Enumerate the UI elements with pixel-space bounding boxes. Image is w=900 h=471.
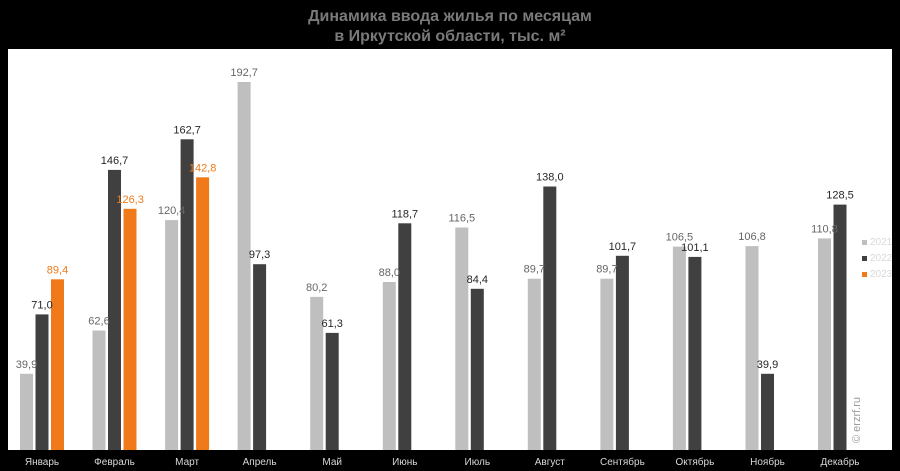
legend-swatch-2022 (862, 255, 867, 261)
x-tick-label-10: Октябрь (676, 456, 715, 468)
bar-2022-7 (470, 288, 484, 450)
x-tick-label-9: Сентябрь (600, 456, 645, 468)
data-label-2023-2: 126,3 (116, 194, 144, 206)
data-label-2023-1: 89,4 (47, 264, 68, 276)
bar-2021-9 (600, 278, 614, 450)
bar-2022-8 (543, 186, 557, 450)
x-tick-label-3: Март (175, 457, 199, 468)
x-tick-label-12: Декабрь (821, 456, 860, 468)
bar-2022-6 (398, 223, 412, 450)
x-axis-tick-labels: Январь Февраль Март Апрель Май Июнь Июль Август… (25, 456, 860, 468)
legend-item-2023: 2023 (862, 266, 892, 282)
bar-2023-1 (51, 279, 64, 450)
bar-2021-5 (310, 296, 324, 450)
legend-swatch-2023 (862, 271, 867, 277)
bar-2021-10 (672, 246, 686, 450)
data-label-2022-11: 39,9 (757, 359, 778, 371)
data-label-2022-4: 97,3 (249, 249, 270, 261)
data-label-2022-9: 101,7 (609, 241, 637, 253)
bar-2022-2 (108, 169, 121, 450)
data-label-2022-8: 138,0 (536, 172, 564, 184)
watermark-text: © erzrf.ru (851, 396, 863, 443)
legend-item-2021: 2021 (862, 234, 892, 250)
x-tick-label-7: Июль (465, 457, 491, 468)
x-tick-label-4: Апрель (243, 457, 277, 468)
data-label-2022-10: 101,1 (681, 242, 709, 254)
bar-2021-8 (527, 278, 541, 450)
data-label-2022-6: 118,7 (391, 208, 418, 220)
bar-2021-6 (382, 282, 396, 450)
data-label-2022-1: 71,0 (31, 299, 52, 311)
legend-label-2021: 2021 (870, 236, 893, 248)
x-tick-label-8: Август (535, 457, 566, 468)
data-label-2021-9: 89,7 (596, 264, 617, 276)
data-label-2021-7: 116,5 (448, 213, 475, 225)
data-label-2021-5: 80,2 (306, 282, 327, 294)
data-label-2021-4: 192,7 (230, 67, 258, 79)
bar-2022-4 (253, 264, 267, 450)
bar-2021-2 (92, 330, 106, 450)
legend-swatch-2021 (862, 239, 867, 245)
bar-2021-4 (237, 82, 251, 450)
plot-area (8, 49, 892, 450)
bar-2023-2 (123, 208, 137, 450)
x-tick-label-6: Июнь (392, 457, 417, 468)
data-label-2021-6: 88,0 (379, 267, 400, 279)
bar-2022-9 (615, 255, 629, 450)
data-labels-layer: 39,9 71,0 89,4 62,6 146,7 126,3 120,4 162,7 142,… (16, 67, 854, 371)
data-label-2021-8: 89,7 (524, 264, 545, 276)
legend-label-2022: 2022 (870, 252, 893, 264)
legend-item-2022: 2022 (862, 250, 892, 266)
data-label-2022-5: 61,3 (321, 318, 342, 330)
data-label-2022-7: 84,4 (467, 274, 488, 286)
bar-2022-11 (761, 373, 774, 450)
data-label-2021-11: 106,8 (738, 231, 766, 243)
data-label-2021-12: 110,8 (811, 223, 838, 235)
x-tick-label-5: Май (322, 457, 342, 468)
bar-2022-5 (325, 332, 339, 450)
x-tick-label-1: Январь (25, 457, 59, 468)
bar-2021-3 (165, 220, 179, 450)
data-label-2021-2: 62,6 (88, 316, 109, 328)
bar-2021-12 (818, 238, 831, 450)
chart-title: Динамика ввода жилья по месяцам в Иркутс… (0, 7, 900, 47)
data-label-2021-1: 39,9 (16, 359, 37, 371)
x-tick-label-11: Ноябрь (750, 456, 785, 468)
bars-layer (20, 82, 847, 451)
bar-2023-3 (196, 177, 210, 451)
bar-2022-1 (35, 314, 49, 450)
bar-2021-7 (455, 227, 469, 450)
legend-label-2023: 2023 (870, 268, 893, 280)
data-label-2021-3: 120,4 (158, 205, 186, 217)
x-tick-label-2: Февраль (94, 457, 135, 468)
watermark: © erzrf.ru (846, 392, 868, 447)
legend: 2021 2022 2023 (862, 234, 892, 282)
data-label-2022-2: 146,7 (101, 155, 129, 167)
data-label-2021-10: 106,5 (666, 232, 694, 244)
bar-2021-11 (745, 246, 759, 450)
chart-title-line-2: в Иркутской области, тыс. м² (334, 28, 566, 45)
bar-2022-10 (688, 256, 702, 450)
chart-title-line-1: Динамика ввода жилья по месяцам (308, 8, 592, 25)
data-label-2022-3: 162,7 (173, 124, 201, 136)
data-label-2022-12: 128,5 (826, 190, 854, 202)
bar-2022-3 (180, 139, 194, 451)
data-label-2023-3: 142,8 (189, 162, 217, 174)
bar-2021-1 (20, 373, 33, 450)
bar-2022-12 (833, 204, 847, 450)
